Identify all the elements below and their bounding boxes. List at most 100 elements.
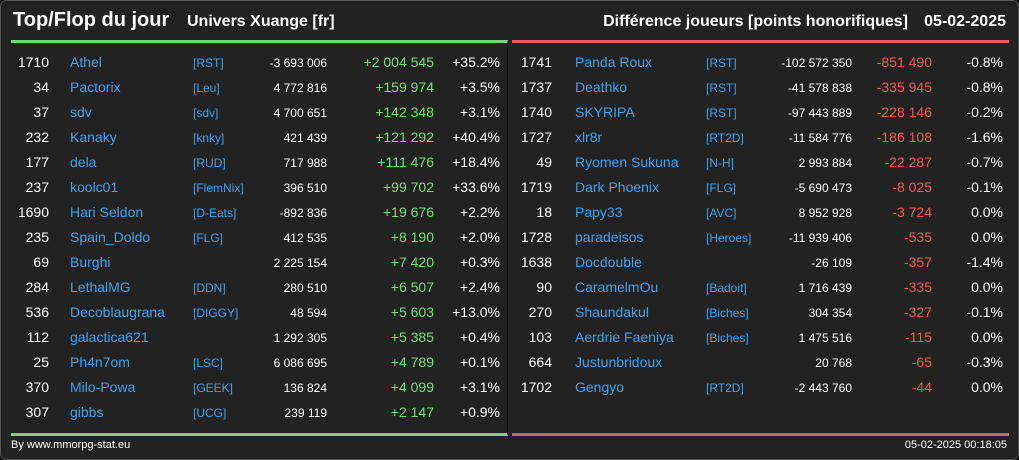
alliance-tag-link[interactable]: [DDN]: [193, 281, 226, 295]
player-name-link[interactable]: Justunbridoux: [575, 354, 663, 370]
alliance-tag-link[interactable]: [Biches]: [706, 331, 749, 345]
flop-row: 1740 SKYRIPA [RST] -97 443 889 -228 146 -0.2%: [512, 99, 1009, 124]
player-name-link[interactable]: Gengyo: [575, 379, 625, 395]
player-rank: 112: [26, 329, 49, 345]
alliance-tag-link[interactable]: [sdv]: [193, 106, 219, 120]
alliance-tag-link[interactable]: [LSC]: [193, 356, 224, 370]
player-name-link[interactable]: xlr8r: [575, 129, 603, 145]
points-difference: +99 702: [383, 179, 434, 195]
top-row: 370 Milo-Powa [GEEK] 136 824 +4 099 +3.1%: [11, 374, 507, 399]
alliance-tag-link[interactable]: [Leu]: [193, 81, 220, 95]
alliance-tag-link[interactable]: [RT2D]: [706, 381, 744, 395]
player-name-link[interactable]: Ryomen Sukuna: [575, 154, 679, 170]
player-name-link[interactable]: SKYRIPA: [575, 104, 635, 120]
player-name-link[interactable]: Hari Seldon: [70, 204, 144, 220]
player-total-points: 1 716 439: [798, 281, 852, 295]
points-difference: +8 190: [390, 229, 434, 245]
alliance-tag-link[interactable]: [knky]: [193, 131, 225, 145]
player-rank: 536: [25, 304, 49, 320]
player-name-link[interactable]: Burghi: [70, 254, 111, 270]
percent-change: 0.0%: [971, 204, 1003, 220]
player-rank: 284: [25, 279, 49, 295]
player-name-link[interactable]: paradeisos: [575, 229, 644, 245]
percent-change: +0.3%: [459, 254, 500, 270]
player-name-link[interactable]: Spain_Doldo: [70, 229, 151, 245]
player-rank: 1710: [17, 54, 49, 70]
player-total-points: -5 690 473: [794, 181, 852, 195]
player-name-link[interactable]: Shaundakul: [575, 304, 649, 320]
alliance-tag-link[interactable]: [AVC]: [706, 206, 737, 220]
alliance-tag-link[interactable]: [RST]: [706, 81, 737, 95]
alliance-tag-link[interactable]: [Badoit]: [706, 281, 747, 295]
player-name-link[interactable]: LethalMG: [70, 279, 131, 295]
player-name-link[interactable]: Athel: [70, 54, 102, 70]
player-total-points: -11 939 406: [788, 231, 852, 245]
alliance-tag-link[interactable]: [RST]: [193, 56, 224, 70]
alliance-tag-link[interactable]: [D-Eats]: [193, 206, 237, 220]
player-rank: 49: [536, 154, 552, 170]
player-name-link[interactable]: Docdouble: [575, 254, 642, 270]
flop-row: 1728 paradeisos [Heroes] -11 939 406 -535 0.0…: [512, 224, 1009, 249]
player-name-link[interactable]: dela: [70, 154, 97, 170]
percent-change: +2.4%: [459, 279, 500, 295]
player-name-link[interactable]: Aerdrie Faeniya: [575, 329, 674, 345]
top-row: 235 Spain_Doldo [FLG] 412 535 +8 190 +2.0%: [11, 224, 507, 249]
player-name-link[interactable]: Decoblaugrana: [70, 304, 165, 320]
alliance-tag-link[interactable]: [FLG]: [706, 181, 737, 195]
alliance-tag-link[interactable]: [DIGGY]: [193, 306, 239, 320]
points-difference: +6 507: [390, 279, 434, 295]
player-name-link[interactable]: Pactorix: [70, 79, 121, 95]
top-row: 1690 Hari Seldon [D-Eats] -892 836 +19 676 +2…: [11, 199, 507, 224]
player-name-link[interactable]: Milo-Powa: [70, 379, 136, 395]
points-difference: +2 004 545: [363, 54, 434, 70]
player-rank: 1740: [520, 104, 552, 120]
points-difference: -186 108: [876, 129, 932, 145]
points-difference: -357: [903, 254, 932, 270]
alliance-tag-link[interactable]: [GEEK]: [193, 381, 234, 395]
points-difference: -327: [903, 304, 932, 320]
alliance-tag-link[interactable]: [UCG]: [193, 406, 227, 420]
player-name-link[interactable]: Panda Roux: [575, 54, 653, 70]
points-difference: +5 603: [390, 304, 434, 320]
flop-row: 664 Justunbridoux 20 768 -65 -0.3%: [512, 349, 1009, 374]
alliance-tag-link[interactable]: [RST]: [706, 56, 737, 70]
percent-change: -0.1%: [966, 304, 1003, 320]
player-rank: 1727: [520, 129, 552, 145]
flop-row: 103 Aerdrie Faeniya [Biches] 1 475 516 -115 0…: [512, 324, 1009, 349]
player-total-points: 2 993 884: [798, 156, 852, 170]
player-name-link[interactable]: Dark Phoenix: [575, 179, 660, 195]
player-name-link[interactable]: CaramelmOu: [575, 279, 659, 295]
alliance-tag-link[interactable]: [Heroes]: [706, 231, 752, 245]
alliance-tag-link[interactable]: [FlemNix]: [193, 181, 244, 195]
alliance-tag-link[interactable]: [RUD]: [193, 156, 226, 170]
top-row: 1710 Athel [RST] -3 693 006 +2 004 545 +35.2%: [11, 49, 507, 74]
flop-row: 1727 xlr8r [RT2D] -11 584 776 -186 108 -1.6%: [512, 124, 1009, 149]
alliance-tag-link[interactable]: [N-H]: [706, 156, 734, 170]
alliance-tag-link[interactable]: [RT2D]: [706, 131, 744, 145]
player-name-link[interactable]: galactica621: [70, 329, 149, 345]
top-row: 237 koolc01 [FlemNix] 396 510 +99 702 +33.6%: [11, 174, 507, 199]
player-total-points: -3 693 006: [269, 56, 327, 70]
alliance-tag-link[interactable]: [Biches]: [706, 306, 749, 320]
flop-row: 49 Ryomen Sukuna [N-H] 2 993 884 -22 287 -0.7…: [512, 149, 1009, 174]
percent-change: -0.1%: [966, 179, 1003, 195]
alliance-tag-link[interactable]: [RST]: [706, 106, 737, 120]
player-rank: 18: [536, 204, 552, 220]
player-rank: 1741: [520, 54, 552, 70]
top-row: 69 Burghi 2 225 154 +7 420 +0.3%: [11, 249, 507, 274]
player-name-link[interactable]: gibbs: [70, 404, 104, 420]
player-total-points: -26 109: [811, 256, 852, 270]
percent-change: -1.4%: [966, 254, 1003, 270]
player-rank: 232: [25, 129, 49, 145]
player-total-points: -102 572 350: [781, 56, 852, 70]
player-name-link[interactable]: sdv: [70, 104, 92, 120]
player-name-link[interactable]: Ph4n7om: [70, 354, 130, 370]
player-name-link[interactable]: koolc01: [70, 179, 119, 195]
player-name-link[interactable]: Papy33: [575, 204, 623, 220]
header-date: 05-02-2025: [924, 13, 1006, 30]
player-name-link[interactable]: Kanaky: [70, 129, 117, 145]
alliance-tag-link[interactable]: [FLG]: [193, 231, 224, 245]
player-name-link[interactable]: Deathko: [575, 79, 628, 95]
points-difference: -44: [911, 379, 932, 395]
